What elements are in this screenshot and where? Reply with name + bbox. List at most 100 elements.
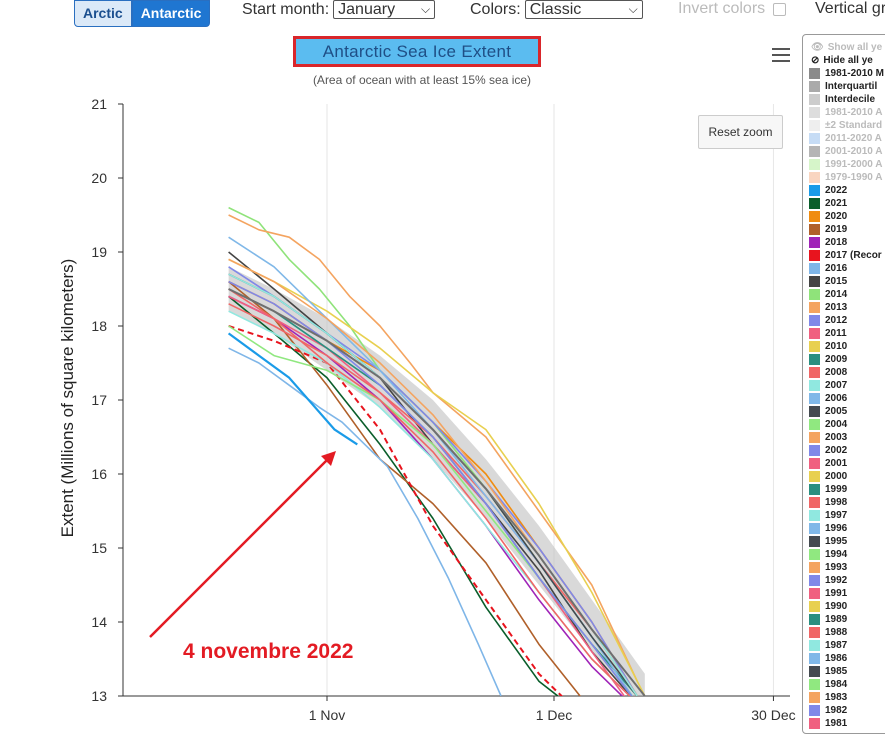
vertical-grid-control[interactable]: Vertical gr [815,0,885,18]
legend-item[interactable]: 2011 [803,327,885,340]
legend-item[interactable]: 2015 [803,275,885,288]
legend-item[interactable]: 1994 [803,548,885,561]
legend-item[interactable]: 1995 [803,535,885,548]
legend-swatch [809,432,820,443]
legend-swatch [809,705,820,716]
legend-item-label: 1992 [825,575,848,586]
legend-swatch [809,159,820,170]
legend-item[interactable]: 2009 [803,353,885,366]
legend-item[interactable]: 1991 [803,587,885,600]
legend-item[interactable]: 2003 [803,431,885,444]
legend-item-label: 2016 [825,263,848,274]
series-line-2010 [228,258,646,696]
legend-item[interactable]: 2014 [803,288,885,301]
legend-item[interactable]: Interdecile [803,93,885,106]
legend-item[interactable]: 1979-1990 A [803,171,885,184]
legend-item-label: Interquartil [825,81,878,92]
legend-item[interactable]: 2008 [803,366,885,379]
legend-item[interactable]: 2022 [803,184,885,197]
legend-item[interactable]: 2012 [803,314,885,327]
legend-item[interactable]: 1992 [803,574,885,587]
chevron-down-icon: ⌵ [628,2,638,16]
legend-item[interactable]: 2001-2010 A [803,145,885,158]
legend-hide-all[interactable]: ⊘ Hide all ye [803,54,885,67]
legend-item[interactable]: 2004 [803,418,885,431]
legend-item-label: 2000 [825,471,848,482]
legend-item[interactable]: 1986 [803,652,885,665]
legend-item[interactable]: 1999 [803,483,885,496]
legend-swatch [809,315,820,326]
legend-item[interactable]: 2017 (Recor [803,249,885,262]
legend-item[interactable]: 1981 [803,717,885,730]
legend-swatch [809,523,820,534]
legend-item[interactable]: 2018 [803,236,885,249]
legend-item-label: Interdecile [825,94,876,105]
colors-select[interactable]: Classic ⌵ [524,0,643,19]
legend-item[interactable]: 2007 [803,379,885,392]
median-line [228,288,647,696]
legend-item[interactable]: 1984 [803,678,885,691]
hamburger-menu-icon[interactable] [772,48,790,62]
legend-item-label: 1999 [825,484,848,495]
legend-item-label: 1979-1990 A [825,172,883,183]
legend-swatch [809,380,820,391]
series-line-2019 [228,280,582,696]
legend-swatch [809,536,820,547]
legend-item[interactable]: 2016 [803,262,885,275]
legend-panel: 👁 Show all ye ⊘ Hide all ye 1981-2010 M I… [802,34,885,734]
legend-item-label: 1981 [825,718,848,729]
start-month-select[interactable]: January ⌵ [333,0,436,19]
legend-item[interactable]: 2002 [803,444,885,457]
legend-item[interactable]: 2020 [803,210,885,223]
legend-item[interactable]: 2019 [803,223,885,236]
legend-item[interactable]: 1981-2010 M [803,67,885,80]
legend-item[interactable]: 2011-2020 A [803,132,885,145]
legend-swatch [809,549,820,560]
legend-hide-all-label: Hide all ye [823,55,873,66]
reset-zoom-button[interactable]: Reset zoom [698,115,783,149]
legend-item-label: 1998 [825,497,848,508]
legend-item-label: 2006 [825,393,848,404]
legend-item[interactable]: 1981-2010 A [803,106,885,119]
x-tick-label: 1 Nov [309,707,346,723]
y-tick-label: 19 [91,244,107,260]
plot-area [227,206,647,696]
legend-item[interactable]: 1987 [803,639,885,652]
legend-item[interactable]: 1990 [803,600,885,613]
legend-item-label: 2014 [825,289,848,300]
invert-colors-control[interactable]: Invert colors [678,0,787,18]
invert-colors-checkbox[interactable] [773,2,787,16]
legend-item[interactable]: 2000 [803,470,885,483]
legend-item[interactable]: 1996 [803,522,885,535]
start-month-label: Start month: [242,0,330,18]
legend-item-label: 1997 [825,510,848,521]
legend-item[interactable]: ±2 Standard [803,119,885,132]
eye-icon: 👁 [811,42,824,53]
top-toolbar: Arctic Antarctic Start month: January ⌵ … [0,0,885,28]
legend-show-all[interactable]: 👁 Show all ye [803,41,885,54]
legend-item[interactable]: 1988 [803,626,885,639]
legend-item[interactable]: 2021 [803,197,885,210]
legend-swatch [809,68,820,79]
y-tick-label: 14 [91,614,107,630]
legend-item[interactable]: 1982 [803,704,885,717]
legend-item[interactable]: 2005 [803,405,885,418]
legend-item[interactable]: 2001 [803,457,885,470]
legend-item[interactable]: 1993 [803,561,885,574]
legend-item[interactable]: 2010 [803,340,885,353]
legend-item[interactable]: 1997 [803,509,885,522]
legend-item[interactable]: 1989 [803,613,885,626]
legend-item[interactable]: 1983 [803,691,885,704]
legend-item[interactable]: Interquartil [803,80,885,93]
tab-arctic[interactable]: Arctic [74,0,132,27]
legend-item[interactable]: 2013 [803,301,885,314]
tab-antarctic[interactable]: Antarctic [131,0,211,27]
legend-swatch [809,81,820,92]
legend-item-label: 2015 [825,276,848,287]
legend-item[interactable]: 2006 [803,392,885,405]
legend-item[interactable]: 1998 [803,496,885,509]
chart-title: Antarctic Sea Ice Extent [293,36,541,67]
legend-item[interactable]: 1985 [803,665,885,678]
legend-item[interactable]: 1991-2000 A [803,158,885,171]
legend-item-label: 2007 [825,380,848,391]
